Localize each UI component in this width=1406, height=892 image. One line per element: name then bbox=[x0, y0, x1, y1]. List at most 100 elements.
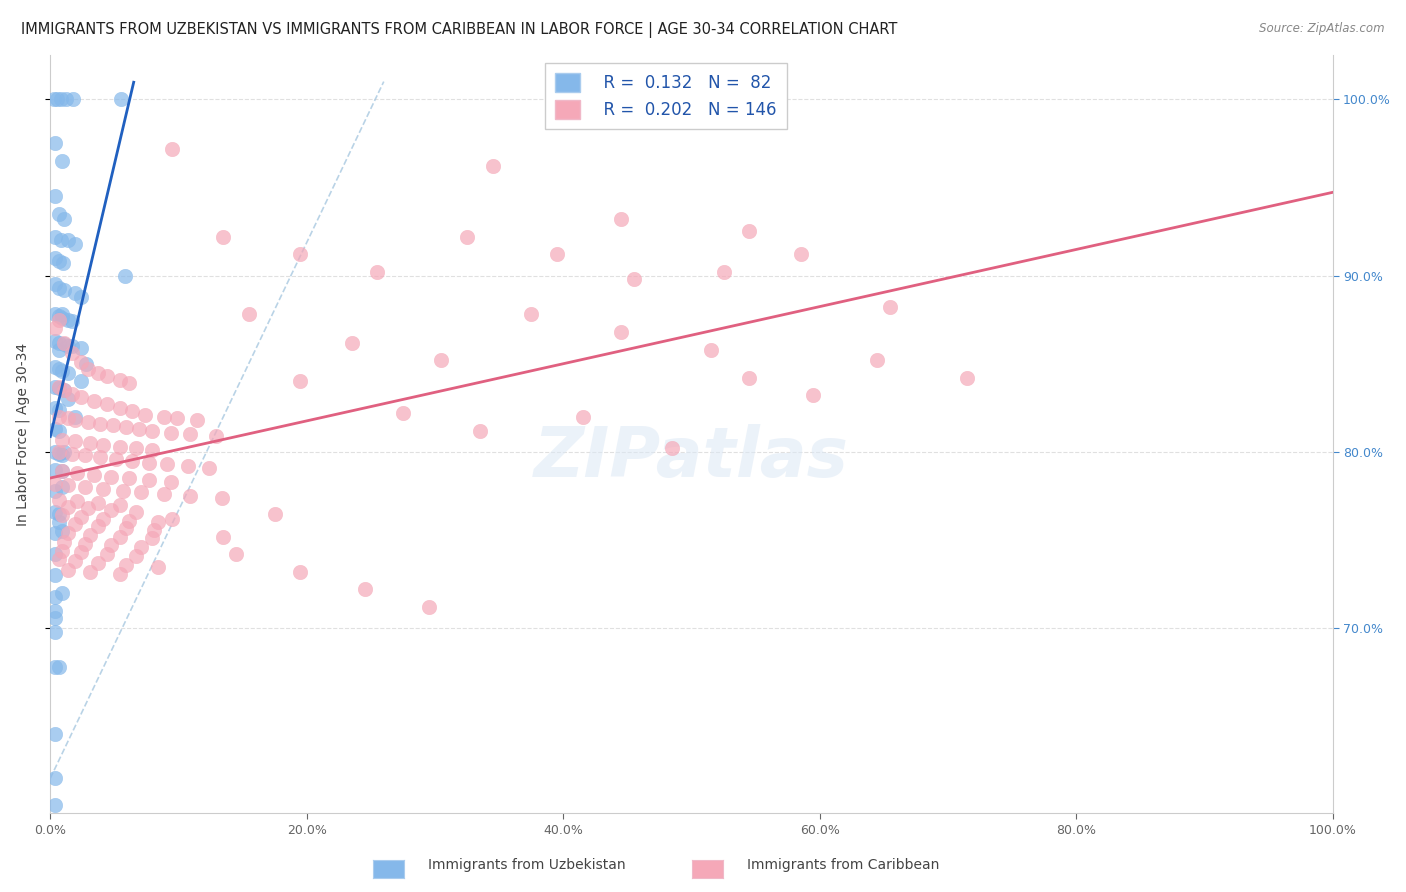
Point bbox=[44, 771, 66, 785]
Point bbox=[48, 335, 70, 350]
Point bbox=[48, 207, 70, 221]
Point bbox=[63, 286, 86, 301]
Point bbox=[866, 353, 889, 368]
Point bbox=[62, 92, 84, 106]
Point bbox=[115, 420, 138, 434]
Point bbox=[58, 500, 80, 514]
Point bbox=[121, 404, 143, 418]
Point bbox=[58, 366, 80, 380]
Point bbox=[87, 366, 110, 380]
Point bbox=[58, 526, 80, 541]
Point bbox=[70, 390, 93, 404]
Point bbox=[117, 376, 139, 391]
Point bbox=[138, 456, 160, 470]
Point bbox=[153, 409, 176, 424]
Point bbox=[131, 485, 153, 500]
Point bbox=[156, 457, 179, 471]
Point bbox=[51, 464, 73, 478]
Point bbox=[100, 538, 122, 552]
Legend:   R =  0.132   N =  82,   R =  0.202   N = 146: R = 0.132 N = 82, R = 0.202 N = 146 bbox=[546, 63, 787, 129]
Point bbox=[801, 388, 824, 402]
Point bbox=[53, 337, 76, 351]
Point bbox=[108, 530, 131, 544]
Point bbox=[58, 392, 80, 406]
Point bbox=[44, 568, 66, 582]
Point bbox=[55, 92, 77, 106]
Point bbox=[79, 528, 101, 542]
Point bbox=[44, 624, 66, 639]
Point bbox=[146, 516, 169, 530]
Point bbox=[48, 552, 70, 566]
Point bbox=[160, 425, 183, 440]
Point bbox=[546, 247, 568, 261]
Point bbox=[60, 314, 83, 328]
Point bbox=[48, 424, 70, 438]
Point bbox=[89, 417, 111, 431]
Point bbox=[58, 233, 80, 247]
Point bbox=[48, 660, 70, 674]
Point bbox=[738, 371, 761, 385]
Point bbox=[153, 487, 176, 501]
Point bbox=[87, 496, 110, 510]
Point bbox=[44, 229, 66, 244]
Point bbox=[571, 409, 593, 424]
Point bbox=[51, 543, 73, 558]
Point bbox=[44, 379, 66, 393]
Point bbox=[44, 277, 66, 292]
Point bbox=[468, 424, 491, 438]
Point bbox=[160, 512, 183, 526]
Point bbox=[48, 409, 70, 424]
Point bbox=[366, 265, 388, 279]
Point bbox=[44, 251, 66, 265]
Point bbox=[44, 422, 66, 436]
Point bbox=[290, 375, 312, 389]
Point bbox=[44, 526, 66, 541]
Point bbox=[44, 590, 66, 604]
Point bbox=[204, 429, 226, 443]
Point bbox=[70, 510, 93, 524]
Point bbox=[58, 339, 80, 353]
Point bbox=[44, 360, 66, 375]
Point bbox=[108, 440, 131, 454]
Point bbox=[53, 383, 76, 397]
Point bbox=[713, 265, 735, 279]
Point bbox=[44, 334, 66, 348]
Point bbox=[44, 797, 66, 812]
Point bbox=[121, 454, 143, 468]
Point bbox=[112, 483, 135, 498]
Point bbox=[52, 256, 75, 270]
Point bbox=[125, 505, 148, 519]
Point bbox=[60, 386, 83, 401]
Point bbox=[48, 507, 70, 521]
Point bbox=[44, 660, 66, 674]
Point bbox=[63, 434, 86, 449]
Point bbox=[58, 312, 80, 326]
Point bbox=[481, 159, 503, 173]
Y-axis label: In Labor Force | Age 30-34: In Labor Force | Age 30-34 bbox=[15, 343, 30, 526]
Point bbox=[125, 549, 148, 563]
Point bbox=[83, 393, 105, 408]
Point bbox=[91, 438, 114, 452]
Point bbox=[91, 482, 114, 496]
Point bbox=[108, 498, 131, 512]
Point bbox=[63, 413, 86, 427]
Point bbox=[610, 212, 633, 227]
Point bbox=[44, 727, 66, 741]
Point bbox=[117, 471, 139, 485]
Point bbox=[700, 343, 723, 357]
Point bbox=[263, 507, 285, 521]
Point bbox=[48, 281, 70, 295]
Point bbox=[51, 310, 73, 325]
Point bbox=[44, 483, 66, 498]
Point bbox=[661, 442, 683, 456]
Point bbox=[48, 362, 70, 376]
Point bbox=[63, 409, 86, 424]
Point bbox=[108, 401, 131, 415]
Point bbox=[51, 153, 73, 168]
Point bbox=[212, 229, 235, 244]
Point bbox=[48, 309, 70, 323]
Point bbox=[115, 521, 138, 535]
Point bbox=[212, 530, 235, 544]
Point bbox=[789, 247, 811, 261]
Point bbox=[63, 517, 86, 532]
